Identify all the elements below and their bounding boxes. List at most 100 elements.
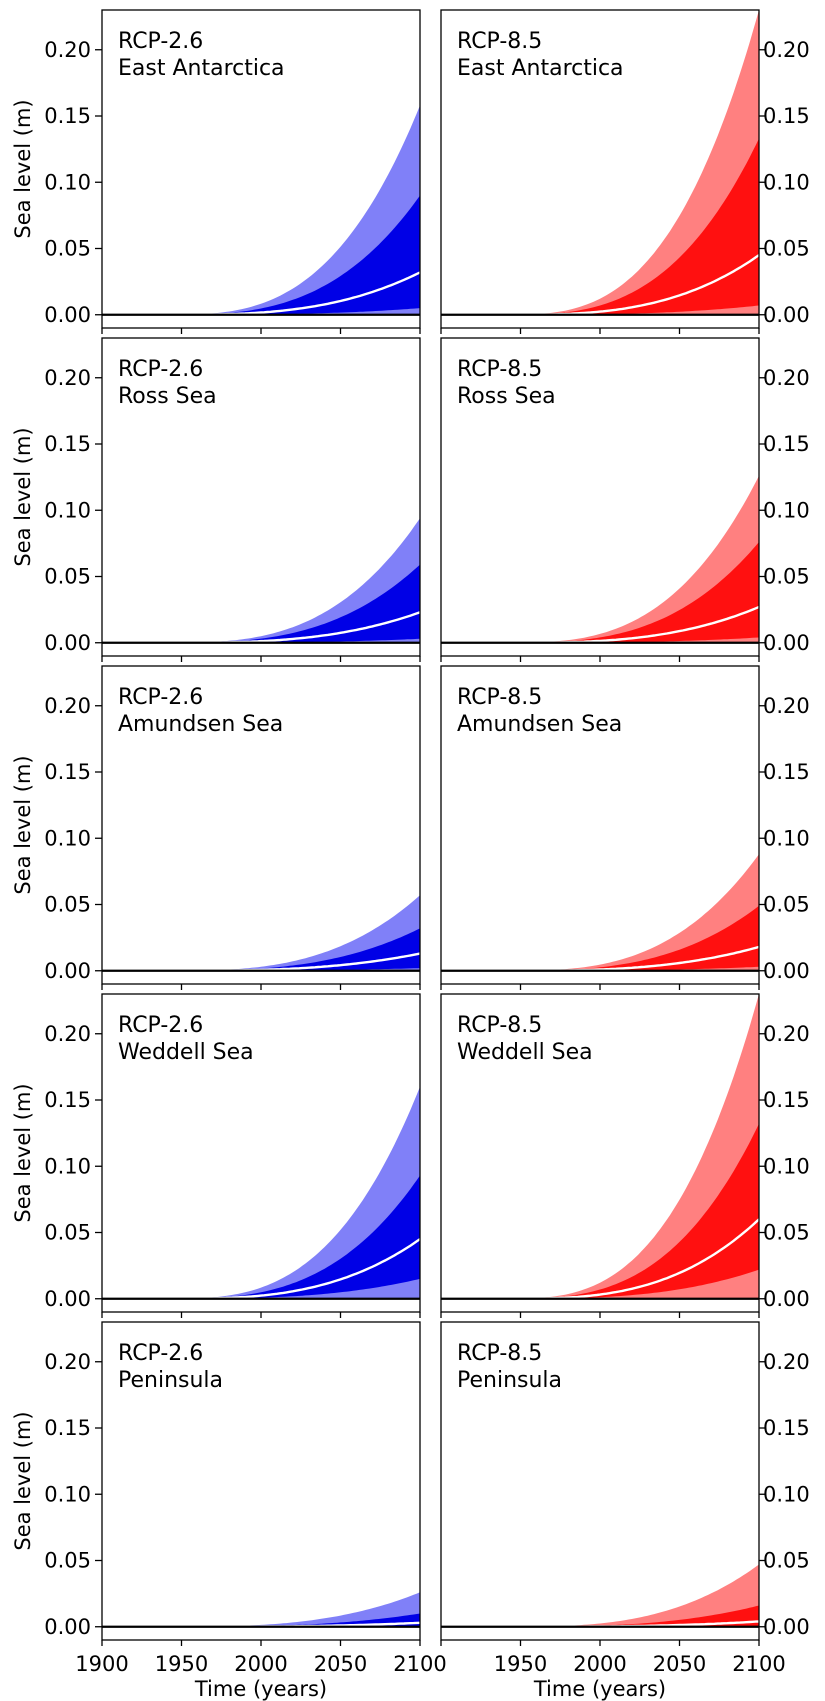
y-tick-label: 0.10	[44, 1154, 91, 1178]
x-axis-label: Time (years)	[194, 1677, 327, 1701]
x-tick-label: 2100	[393, 1652, 446, 1676]
y-tick-label: 0.00	[763, 303, 810, 327]
panel-region-label: Weddell Sea	[457, 1040, 593, 1065]
y-tick-label: 0.10	[44, 826, 91, 850]
y-tick-label: 0.15	[44, 1088, 91, 1112]
outer-range-band	[441, 475, 759, 643]
outer-range-band	[102, 1086, 420, 1299]
x-tick-label: 1950	[494, 1652, 547, 1676]
y-tick-label: 0.20	[763, 366, 810, 390]
plot-area	[441, 10, 759, 316]
panel-region-label: East Antarctica	[457, 56, 624, 81]
y-tick-label: 0.15	[44, 760, 91, 784]
panel-region-label: Ross Sea	[457, 384, 556, 409]
y-tick-label: 0.05	[763, 1221, 810, 1245]
y-tick-label: 0.20	[763, 694, 810, 718]
y-tick-label: 0.20	[44, 1350, 91, 1374]
y-tick-label: 0.20	[763, 38, 810, 62]
panel-scenario-label: RCP-8.5	[457, 1013, 542, 1038]
y-tick-label: 0.15	[44, 432, 91, 456]
panel-region-label: Amundsen Sea	[457, 712, 622, 737]
x-tick-label: 2050	[314, 1652, 367, 1676]
inner-range-band	[441, 1123, 759, 1299]
y-tick-label: 0.00	[763, 1615, 810, 1639]
inner-range-band	[441, 138, 759, 315]
plot-area	[102, 895, 420, 972]
panel-scenario-label: RCP-8.5	[457, 1341, 542, 1366]
panel-region-label: East Antarctica	[118, 56, 285, 81]
y-tick-label: 0.00	[44, 303, 91, 327]
y-tick-label: 0.20	[44, 1022, 91, 1046]
panel-scenario-label: RCP-8.5	[457, 357, 542, 382]
y-tick-label: 0.05	[44, 1221, 91, 1245]
panel-region-label: Amundsen Sea	[118, 712, 283, 737]
x-tick-label: 2050	[653, 1652, 706, 1676]
panel-region-label: Weddell Sea	[118, 1040, 254, 1065]
inner-range-band	[102, 195, 420, 315]
outer-range-band	[441, 10, 759, 315]
y-tick-label: 0.00	[44, 959, 91, 983]
inner-range-band	[441, 1605, 759, 1627]
plot-area	[441, 475, 759, 644]
x-tick-label: 2000	[234, 1652, 287, 1676]
outer-range-band	[102, 1592, 420, 1627]
y-axis-label: Sea level (m)	[11, 427, 35, 566]
outer-range-band	[102, 895, 420, 971]
y-tick-label: 0.05	[44, 565, 91, 589]
y-tick-label: 0.10	[44, 1482, 91, 1506]
plot-area	[102, 518, 420, 644]
plot-area	[102, 1592, 420, 1628]
panel-scenario-label: RCP-2.6	[118, 685, 203, 710]
y-tick-label: 0.15	[763, 1416, 810, 1440]
y-tick-label: 0.05	[763, 237, 810, 261]
y-tick-label: 0.05	[44, 1549, 91, 1573]
y-tick-label: 0.10	[763, 826, 810, 850]
y-tick-label: 0.00	[763, 631, 810, 655]
x-tick-label: 1950	[155, 1652, 208, 1676]
panel-scenario-label: RCP-2.6	[118, 29, 203, 54]
y-tick-label: 0.00	[44, 631, 91, 655]
panel-scenario-label: RCP-2.6	[118, 1341, 203, 1366]
plot-area	[441, 1564, 759, 1628]
inner-range-band	[441, 542, 759, 643]
panel-scenario-label: RCP-2.6	[118, 357, 203, 382]
inner-range-band	[102, 1175, 420, 1299]
y-tick-label: 0.10	[44, 498, 91, 522]
y-tick-label: 0.15	[763, 760, 810, 784]
plot-area	[441, 994, 759, 1300]
x-tick-label: 1900	[75, 1652, 128, 1676]
panel-scenario-label: RCP-8.5	[457, 685, 542, 710]
inner-range-band	[102, 564, 420, 643]
x-tick-label: 2000	[573, 1652, 626, 1676]
y-tick-label: 0.05	[763, 565, 810, 589]
outer-range-band	[102, 518, 420, 643]
y-axis-label: Sea level (m)	[11, 1411, 35, 1550]
y-tick-label: 0.15	[763, 104, 810, 128]
y-tick-label: 0.00	[44, 1287, 91, 1311]
x-axis-label: Time (years)	[533, 1677, 666, 1701]
panel-scenario-label: RCP-2.6	[118, 1013, 203, 1038]
y-axis-label: Sea level (m)	[11, 1083, 35, 1222]
y-tick-label: 0.15	[44, 104, 91, 128]
inner-range-band	[102, 928, 420, 971]
panel-region-label: Peninsula	[457, 1368, 562, 1393]
y-tick-label: 0.15	[763, 1088, 810, 1112]
outer-range-band	[102, 105, 420, 315]
inner-range-band	[441, 905, 759, 971]
outer-range-band	[441, 854, 759, 971]
y-tick-label: 0.05	[44, 237, 91, 261]
y-tick-label: 0.10	[763, 498, 810, 522]
y-tick-label: 0.05	[763, 1549, 810, 1573]
inner-range-band	[102, 1613, 420, 1627]
panel-region-label: Ross Sea	[118, 384, 217, 409]
